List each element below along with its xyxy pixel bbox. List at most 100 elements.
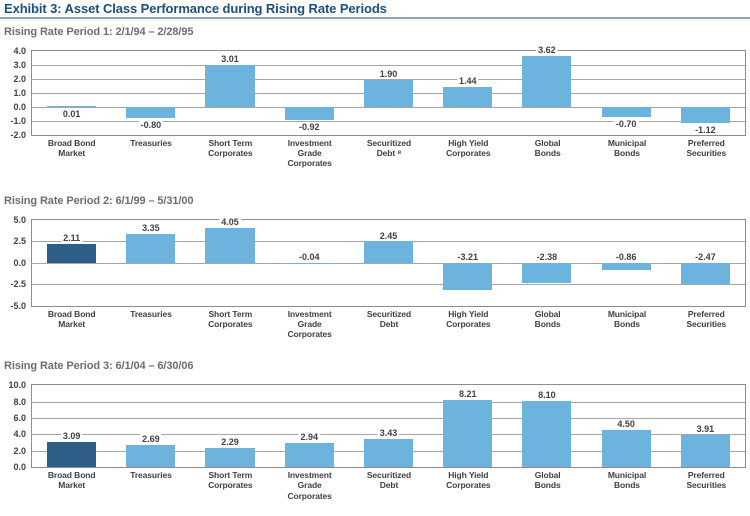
- y-tick-label: -2.0: [10, 130, 26, 140]
- bar-cell: 1.90: [349, 51, 428, 135]
- category-label: Securitized Debt ⁸: [366, 138, 412, 159]
- grid-line: [32, 65, 745, 66]
- bar-cell: 3.35: [111, 220, 190, 306]
- bar: [363, 438, 414, 468]
- category-labels: Broad Bond Market Treasuries Short Term Corp…: [32, 309, 746, 340]
- category-label: Short Term Corporates: [208, 308, 253, 329]
- y-tick-label: 2.5: [13, 236, 26, 247]
- bar-value-label: 2.29: [219, 437, 241, 448]
- bar-cell: 2.69: [111, 385, 190, 468]
- bar: [47, 244, 97, 263]
- chart-block: Rising Rate Period 1: 2/1/94 – 2/28/95 4.…: [0, 26, 746, 169]
- bar-value-label: 4.05: [219, 216, 241, 227]
- category-label: Investment Grade Corporates: [287, 138, 332, 169]
- category-label: Treasuries: [130, 470, 172, 481]
- category-label: Securitized Debt: [366, 470, 412, 491]
- bar-cell: 3.43: [349, 385, 428, 468]
- bar: [363, 80, 414, 107]
- bar-value-label: 2.11: [61, 233, 83, 244]
- bar: [205, 64, 255, 107]
- bar-value-label: 1.44: [456, 75, 479, 86]
- y-axis: 5.0 2.5 0.0 -2.5 -5.0: [0, 215, 31, 311]
- y-tick-label: 3.0: [13, 60, 26, 70]
- category-label: Broad Bond Market: [47, 138, 96, 159]
- category-label: Global Bonds: [534, 470, 561, 491]
- chart-title: Rising Rate Period 3: 6/1/04 – 6/30/06: [4, 360, 194, 373]
- bar-value-label: 2.69: [140, 434, 162, 445]
- y-tick-label: 4.0: [13, 46, 26, 56]
- category-label: Municipal Bonds: [607, 308, 647, 329]
- bar-value-label: 3.35: [140, 222, 162, 233]
- y-axis: 10.0 8.0 6.0 4.0 2.0 0.0: [0, 380, 31, 472]
- bar: [680, 435, 730, 468]
- y-tick-label: 6.0: [13, 412, 26, 423]
- bar: [126, 445, 176, 468]
- bar: [601, 262, 651, 270]
- category-label: Short Term Corporates: [208, 138, 253, 159]
- bar: [601, 430, 651, 468]
- bar-cell: -0.04: [270, 220, 349, 306]
- category-label: Broad Bond Market: [47, 308, 96, 329]
- bar-cell: 2.45: [349, 220, 428, 306]
- category-labels: Broad Bond Market Treasuries Short Term Corp…: [32, 138, 746, 169]
- category-label: Securitized Debt: [366, 308, 412, 329]
- chart-body: 10.0 8.0 6.0 4.0 2.0 0.0 3.09 2.69 2.29 2.94 3.43 8…: [0, 380, 746, 472]
- bar: [443, 86, 493, 107]
- category-label: Preferred Securities: [686, 308, 727, 329]
- category-label: High Yield Corporates: [446, 470, 491, 491]
- bar-cells: 0.01 -0.80 3.01 -0.92 1.90 1.44 3.62 -0.70 -1.12: [32, 45, 745, 135]
- bar-cell: -2.47: [666, 220, 745, 306]
- bar: [522, 262, 572, 284]
- bar-value-label: 2.45: [377, 230, 400, 241]
- bar-value-label: 3.91: [694, 424, 717, 435]
- bar-cell: -0.92: [270, 51, 349, 135]
- bar-cell: 8.21: [428, 385, 507, 468]
- bar-cell: 4.05: [190, 216, 269, 306]
- bar-value-label: 3.09: [60, 430, 83, 441]
- category-label: Preferred Securities: [686, 138, 727, 159]
- category-labels: Broad Bond Market Treasuries Short Term Corp…: [32, 470, 746, 501]
- category-label: Preferred Securities: [686, 470, 727, 491]
- bar-value-label: -2.38: [534, 251, 560, 262]
- bar-value-label: -0.70: [613, 118, 639, 129]
- bar: [205, 227, 255, 263]
- category-label: Global Bonds: [534, 308, 561, 329]
- bar-cell: 2.11: [32, 220, 111, 306]
- category-label: Municipal Bonds: [607, 138, 647, 159]
- bar: [126, 107, 176, 119]
- bar: [601, 107, 651, 117]
- category-label: Investment Grade Corporates: [287, 470, 332, 501]
- y-tick-label: 1.0: [13, 88, 26, 98]
- bar-cell: -0.80: [111, 51, 190, 135]
- plot-area: 3.09 2.69 2.29 2.94 3.43 8.21 8.10 4.50 3.91: [31, 384, 746, 469]
- bar-cell: 4.50: [587, 385, 666, 468]
- category-label: Treasuries: [130, 308, 172, 319]
- bar-cell: -3.21: [428, 220, 507, 306]
- bar-cell: 3.01: [190, 51, 269, 135]
- exhibit-title-rule: Exhibit 3: Asset Class Performance durin…: [0, 0, 750, 19]
- bar-value-label: -0.80: [138, 120, 164, 131]
- y-tick-label: 8.0: [13, 396, 26, 407]
- bar: [205, 448, 255, 468]
- bar-cell: 1.44: [428, 51, 507, 135]
- y-tick-label: 5.0: [13, 214, 26, 225]
- y-tick-label: -1.0: [10, 116, 26, 126]
- bar-cell: -0.86: [587, 220, 666, 306]
- y-tick-label: 0.0: [13, 102, 26, 112]
- bar-cell: 0.01: [32, 51, 111, 135]
- category-label: High Yield Corporates: [446, 138, 491, 159]
- bar-value-label: -0.86: [613, 251, 639, 262]
- bar-cell: 2.29: [190, 385, 269, 468]
- bar-value-label: -0.92: [297, 121, 322, 132]
- bar-cells: 2.11 3.35 4.05 -0.04 2.45 -3.21 -2.38 -0.86 -2.4…: [32, 216, 745, 306]
- bar-value-label: 3.62: [536, 45, 558, 56]
- bar: [47, 441, 97, 468]
- bar: [522, 56, 572, 107]
- category-label: Treasuries: [130, 138, 172, 148]
- chart-body: 5.0 2.5 0.0 -2.5 -5.0 2.11 3.35 4.05 -0.04 2.45 -3…: [0, 215, 746, 311]
- grid-line: [32, 107, 745, 108]
- bar: [680, 107, 730, 123]
- bar-cell: 3.91: [666, 385, 745, 468]
- y-tick-label: -2.5: [10, 279, 26, 290]
- category-label: High Yield Corporates: [446, 308, 491, 329]
